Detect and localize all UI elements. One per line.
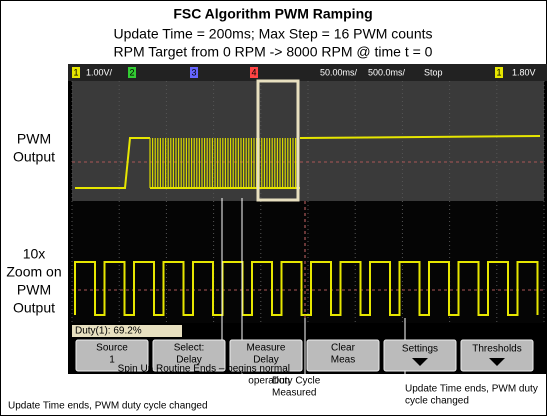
channel-number: 2 <box>129 67 134 77</box>
trigger-level: 1.80V <box>512 67 536 77</box>
softkey-label: Meas <box>331 355 355 366</box>
channel-number: 3 <box>191 67 196 77</box>
softkey-label: Settings <box>402 344 438 355</box>
annotation: Update Time ends, PWM duty <box>405 384 538 395</box>
title: FSC Algorithm PWM Ramping <box>173 6 372 22</box>
side-label: 10x <box>23 246 46 262</box>
annotation: Update Time ends, PWM duty cycle changed <box>8 401 208 412</box>
zoom-timebase: 500.0ms/ <box>368 67 406 77</box>
side-label: PWM <box>17 282 51 298</box>
softkey-label: Thresholds <box>472 344 521 355</box>
annotation: cycle changed <box>405 396 469 407</box>
ch1-scale: 1.00V/ <box>86 67 113 77</box>
timebase: 50.00ms/ <box>320 67 358 77</box>
softkey-label: Measure <box>247 343 286 354</box>
softkey-label: Clear <box>331 343 356 354</box>
run-state: Stop <box>424 67 443 77</box>
side-label: PWM <box>17 131 51 147</box>
softkey-label: 1 <box>109 355 115 366</box>
side-label: Output <box>13 149 55 165</box>
side-label: Zoom on <box>6 264 61 280</box>
softkey-label: Select: <box>174 343 205 354</box>
figure: FSC Algorithm PWM Ramping Update Time = 2… <box>0 0 547 416</box>
trigger-channel: 1 <box>496 67 501 77</box>
measurement: Duty(1): 69.2% <box>75 326 142 337</box>
annotation: Duty Cycle <box>272 376 321 387</box>
subtitle: RPM Target from 0 RPM -> 8000 RPM @ time… <box>114 44 433 60</box>
page: FSC Algorithm PWM Ramping Update Time = 2… <box>0 0 547 416</box>
side-label: Output <box>13 300 55 316</box>
channel-number: 1 <box>73 67 78 77</box>
subtitle: Update Time = 200ms; Max Step = 16 PWM c… <box>113 26 432 42</box>
channel-number: 4 <box>251 67 256 77</box>
softkey-label: Source <box>96 343 128 354</box>
annotation: Spin Up Routine Ends – begins normal <box>118 364 290 375</box>
status-bar <box>68 64 547 81</box>
annotation: Measured <box>272 388 316 399</box>
